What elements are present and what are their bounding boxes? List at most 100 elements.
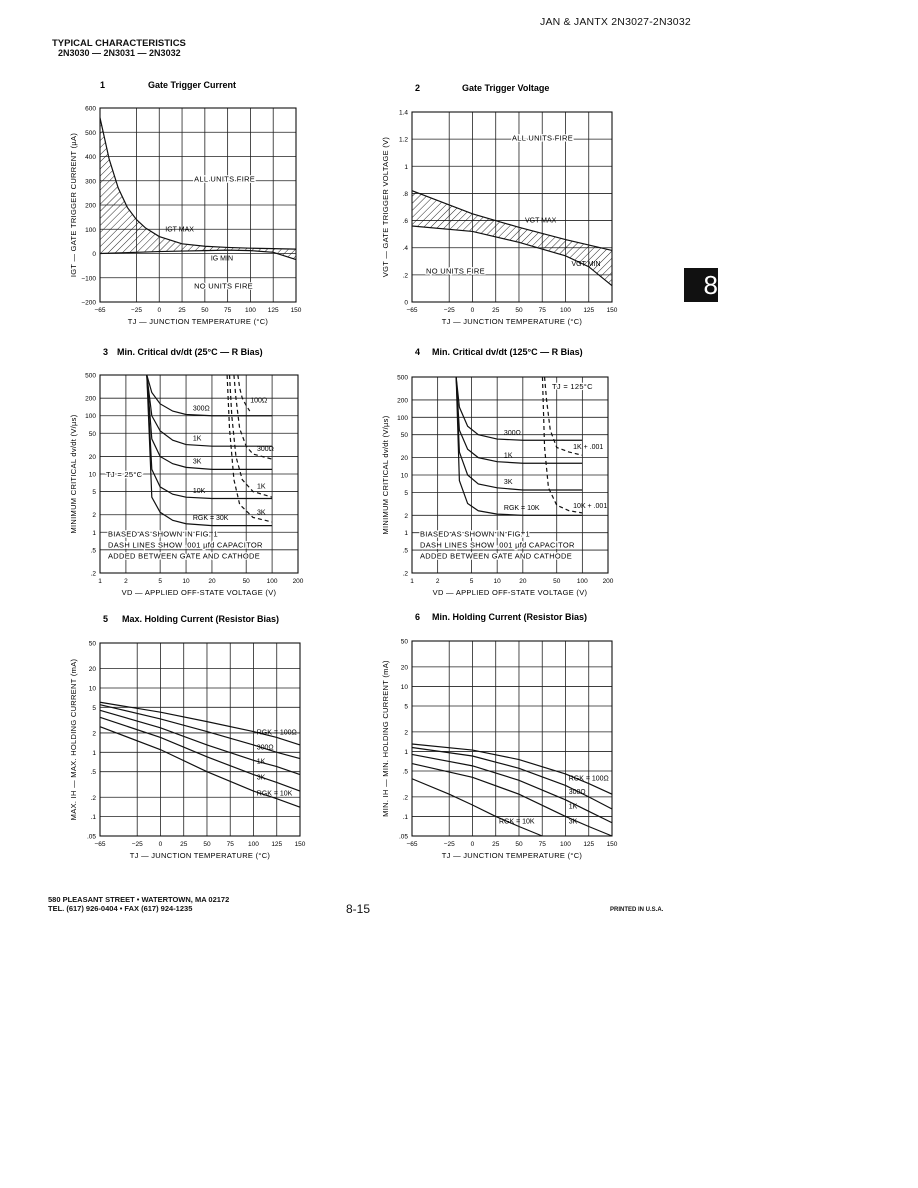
series-label: 3K	[257, 509, 266, 516]
y-tick-label: 600	[85, 106, 96, 113]
series-line	[233, 374, 273, 460]
series-line	[541, 376, 583, 514]
chart-annotation: DASH LINES SHOW .001 µfd CAPACITOR	[108, 540, 263, 549]
x-tick-label: −25	[132, 841, 143, 848]
series-line	[99, 701, 301, 746]
x-tick-label: 150	[291, 307, 302, 314]
y-tick-label: 2	[92, 730, 96, 737]
y-tick-label: 20	[401, 664, 409, 671]
x-tick-label: 100	[248, 841, 259, 848]
y-tick-label: 50	[89, 431, 97, 438]
series-label: 3K	[193, 458, 202, 465]
y-tick-label: .05	[87, 834, 96, 841]
chart-annotation: TJ = 25°C	[106, 470, 143, 479]
y-tick-label: 10	[89, 472, 97, 479]
x-tick-label: 2	[436, 578, 440, 585]
y-tick-label: .1	[403, 814, 409, 821]
chart-annotation: BIASED AS SHOWN IN FIG. 1	[420, 530, 530, 539]
chart-annotation: NO UNITS FIRE	[426, 267, 485, 276]
y-axis-label: VGT — GATE TRIGGER VOLTAGE (V)	[381, 137, 390, 278]
x-tick-label: −65	[94, 841, 105, 848]
y-tick-label: 50	[401, 432, 409, 439]
y-tick-label: 500	[397, 375, 408, 382]
chart-number: 2	[415, 83, 420, 93]
x-tick-label: 150	[295, 841, 306, 848]
y-tick-label: .6	[403, 218, 409, 225]
chart-title: Max. Holding Current (Resistor Bias)	[122, 614, 279, 624]
series-label: 100Ω	[250, 397, 267, 404]
section-title: TYPICAL CHARACTERISTICS	[52, 38, 186, 49]
x-tick-label: 150	[607, 841, 618, 848]
x-axis-label: VD — APPLIED OFF-STATE VOLTAGE (V)	[122, 588, 277, 597]
series-label: 1K	[569, 803, 578, 810]
y-tick-label: .2	[403, 794, 409, 801]
chart-annotation: NO UNITS FIRE	[194, 281, 253, 290]
y-tick-label: 1	[404, 164, 408, 171]
series-label: VGT MAX	[525, 217, 557, 224]
plot-frame	[99, 374, 299, 574]
y-tick-label: 5	[404, 704, 408, 711]
chart-number: 6	[415, 612, 420, 622]
footer-phone: TEL. (617) 926-0404 • FAX (617) 924-1235	[48, 904, 193, 913]
x-tick-label: 75	[539, 307, 547, 314]
x-tick-label: 100	[560, 307, 571, 314]
y-tick-label: 2	[404, 729, 408, 736]
x-tick-label: 10	[182, 578, 190, 585]
y-tick-label: 200	[85, 396, 96, 403]
series-label: 3K	[504, 479, 513, 486]
x-tick-label: 75	[224, 307, 232, 314]
y-tick-label: .5	[403, 769, 409, 776]
y-axis-label: MAX. IH — MAX. HOLDING CURRENT (mA)	[69, 658, 78, 820]
y-tick-label: .5	[91, 547, 97, 554]
x-tick-label: 50	[515, 307, 523, 314]
series-label: RGK = 10K	[257, 791, 293, 798]
series-line	[237, 374, 251, 412]
y-tick-label: .2	[91, 571, 97, 578]
series-label: 10K	[193, 488, 206, 495]
series-label: RGK = 10K	[504, 505, 540, 512]
series-line	[411, 763, 613, 837]
chart-number: 5	[103, 614, 108, 624]
x-tick-label: 50	[515, 841, 523, 848]
x-tick-label: −25	[131, 307, 142, 314]
y-tick-label: .5	[91, 769, 97, 776]
y-tick-label: 0	[92, 251, 96, 258]
x-tick-label: 125	[268, 307, 279, 314]
chart-number: 3	[103, 347, 108, 357]
x-tick-label: 125	[583, 841, 594, 848]
x-tick-label: 100	[267, 578, 278, 585]
x-tick-label: 25	[180, 841, 188, 848]
series-line	[228, 374, 273, 498]
x-axis-label: TJ — JUNCTION TEMPERATURE (°C)	[442, 317, 583, 326]
series-line	[455, 376, 583, 516]
chart-title: Gate Trigger Voltage	[462, 83, 549, 93]
series-line	[455, 376, 583, 441]
x-tick-label: 1	[410, 578, 414, 585]
series-label: RGK = 100Ω	[257, 729, 297, 736]
chart-title: Min. Critical dv/dt (25°C — R Bias)	[117, 347, 263, 357]
section-tab[interactable]: 8	[684, 268, 718, 302]
series-label: 300Ω	[257, 744, 274, 751]
page-number: 8-15	[346, 902, 371, 916]
y-tick-label: .8	[403, 191, 409, 198]
series-line	[226, 374, 273, 523]
x-tick-label: 20	[208, 578, 216, 585]
printed-note: PRINTED IN U.S.A.	[610, 907, 664, 913]
x-tick-label: 5	[470, 578, 474, 585]
x-tick-label: 20	[519, 578, 527, 585]
x-tick-label: −65	[94, 307, 105, 314]
x-tick-label: 50	[553, 578, 561, 585]
y-axis-label: MIN. IH — MIN. HOLDING CURRENT (mA)	[381, 660, 390, 817]
series-line	[543, 376, 583, 456]
y-tick-label: 2	[92, 512, 96, 519]
y-tick-label: −200	[81, 300, 96, 307]
x-tick-label: 25	[492, 307, 500, 314]
y-axis-label: MINIMUM CRITICAL dv/dt (V/µs)	[69, 414, 78, 533]
x-tick-label: −25	[444, 307, 455, 314]
x-axis-label: TJ — JUNCTION TEMPERATURE (°C)	[130, 851, 271, 860]
series-label: 300Ω	[504, 430, 521, 437]
x-tick-label: 0	[471, 307, 475, 314]
series-line	[455, 376, 583, 491]
x-tick-label: −65	[406, 307, 417, 314]
x-tick-label: 125	[271, 841, 282, 848]
